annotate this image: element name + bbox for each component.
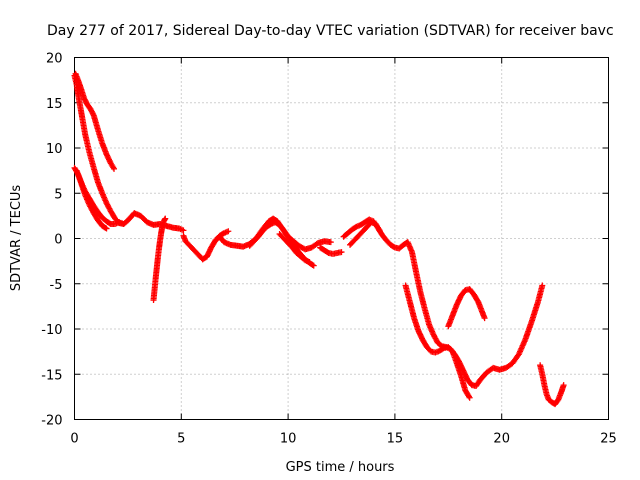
series-arc-15 [445,286,488,330]
y-tick-label: 0 [54,233,62,248]
series-arc-7 [212,215,334,253]
x-tick-label: 25 [600,432,617,447]
y-tick-label: 20 [46,52,63,67]
x-tick-label: 15 [387,432,404,447]
y-tick-label: -20 [41,414,62,429]
data-marks [71,70,567,408]
x-tick-label: 0 [70,432,78,447]
series-arc-1 [71,72,187,234]
series-arc-5 [150,215,169,304]
y-tick-label: -5 [50,278,63,293]
data-point-marker [102,224,109,231]
data-point-marker [465,393,472,400]
data-point-marker [310,262,317,269]
y-tick-label: 5 [54,187,62,202]
x-axis-label: GPS time / hours [286,460,395,475]
data-point-marker [376,227,383,234]
y-tick-label: -15 [41,368,62,383]
x-tick-label: 10 [280,432,297,447]
series-arc-16 [537,362,567,408]
x-tick-label: 5 [177,432,185,447]
series-arc-12 [347,219,383,248]
series-arc-13 [426,282,546,390]
y-axis-label: SDTVAR / TECUs [9,185,24,292]
y-tick-label: 15 [46,97,63,112]
data-point-marker [225,228,232,235]
data-point-marker [560,382,567,389]
data-point-marker [539,282,546,289]
series-arc-6 [180,228,232,263]
data-point-marker [309,261,316,268]
series-arc-4 [73,167,110,232]
data-point-marker [338,249,345,256]
series-arc-10 [317,244,345,257]
data-point-marker [180,227,187,234]
data-point-marker [111,165,118,172]
y-tick-label: 10 [46,142,63,157]
data-point-marker [103,225,110,232]
series-arc-2 [72,70,118,172]
x-tick-label: 20 [493,432,510,447]
data-point-marker [376,228,383,235]
series-arc-9 [276,230,313,266]
series-arc-14 [402,282,473,401]
y-tick-label: -10 [41,323,62,338]
grid-lines [74,57,609,420]
data-point-marker [327,239,334,246]
series-arc-11 [340,216,433,328]
data-point-marker [481,315,488,322]
data-point-marker [306,259,313,266]
chart-title: Day 277 of 2017, Sidereal Day-to-day VTE… [47,23,614,39]
axis-ticks: 0 5 10 15 20 25 20 15 10 5 0 -5 -10 -15 -20 [41,52,617,447]
data-point-marker [466,394,473,401]
data-point-marker [162,215,169,222]
data-point-marker [120,221,127,228]
